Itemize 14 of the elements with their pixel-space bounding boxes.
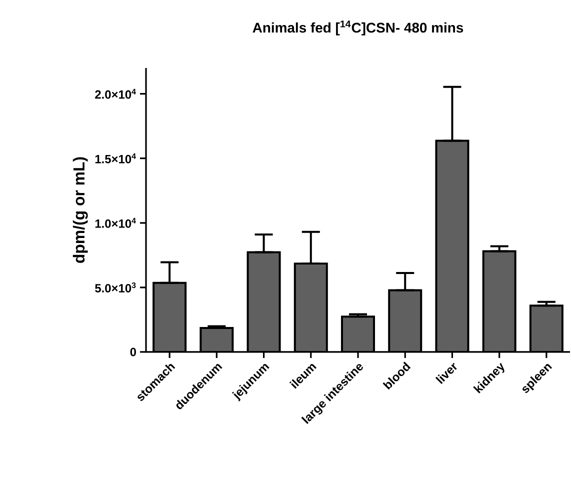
y-tick-label: 5.0×10$^{3}$ — [95, 282, 136, 292]
bar — [294, 262, 328, 352]
y-tick-label: 1.5×10$^{4}$ — [95, 153, 136, 164]
y-tick-label: 2.0×10$^{4}$ — [95, 88, 136, 99]
bar — [246, 251, 281, 352]
bar — [435, 140, 470, 352]
y-tick-label: 1.0×10$^{4}$ — [95, 218, 136, 228]
bar — [482, 250, 516, 352]
y-axis-title: dpm/(g or mL) — [72, 157, 88, 263]
bar — [388, 289, 422, 352]
bar — [152, 282, 187, 352]
y-tick-label: 0 — [130, 348, 136, 356]
chart-title: Animals fed [$^{14}$C]CSN- 480 mins — [252, 20, 464, 36]
bar — [529, 304, 564, 352]
